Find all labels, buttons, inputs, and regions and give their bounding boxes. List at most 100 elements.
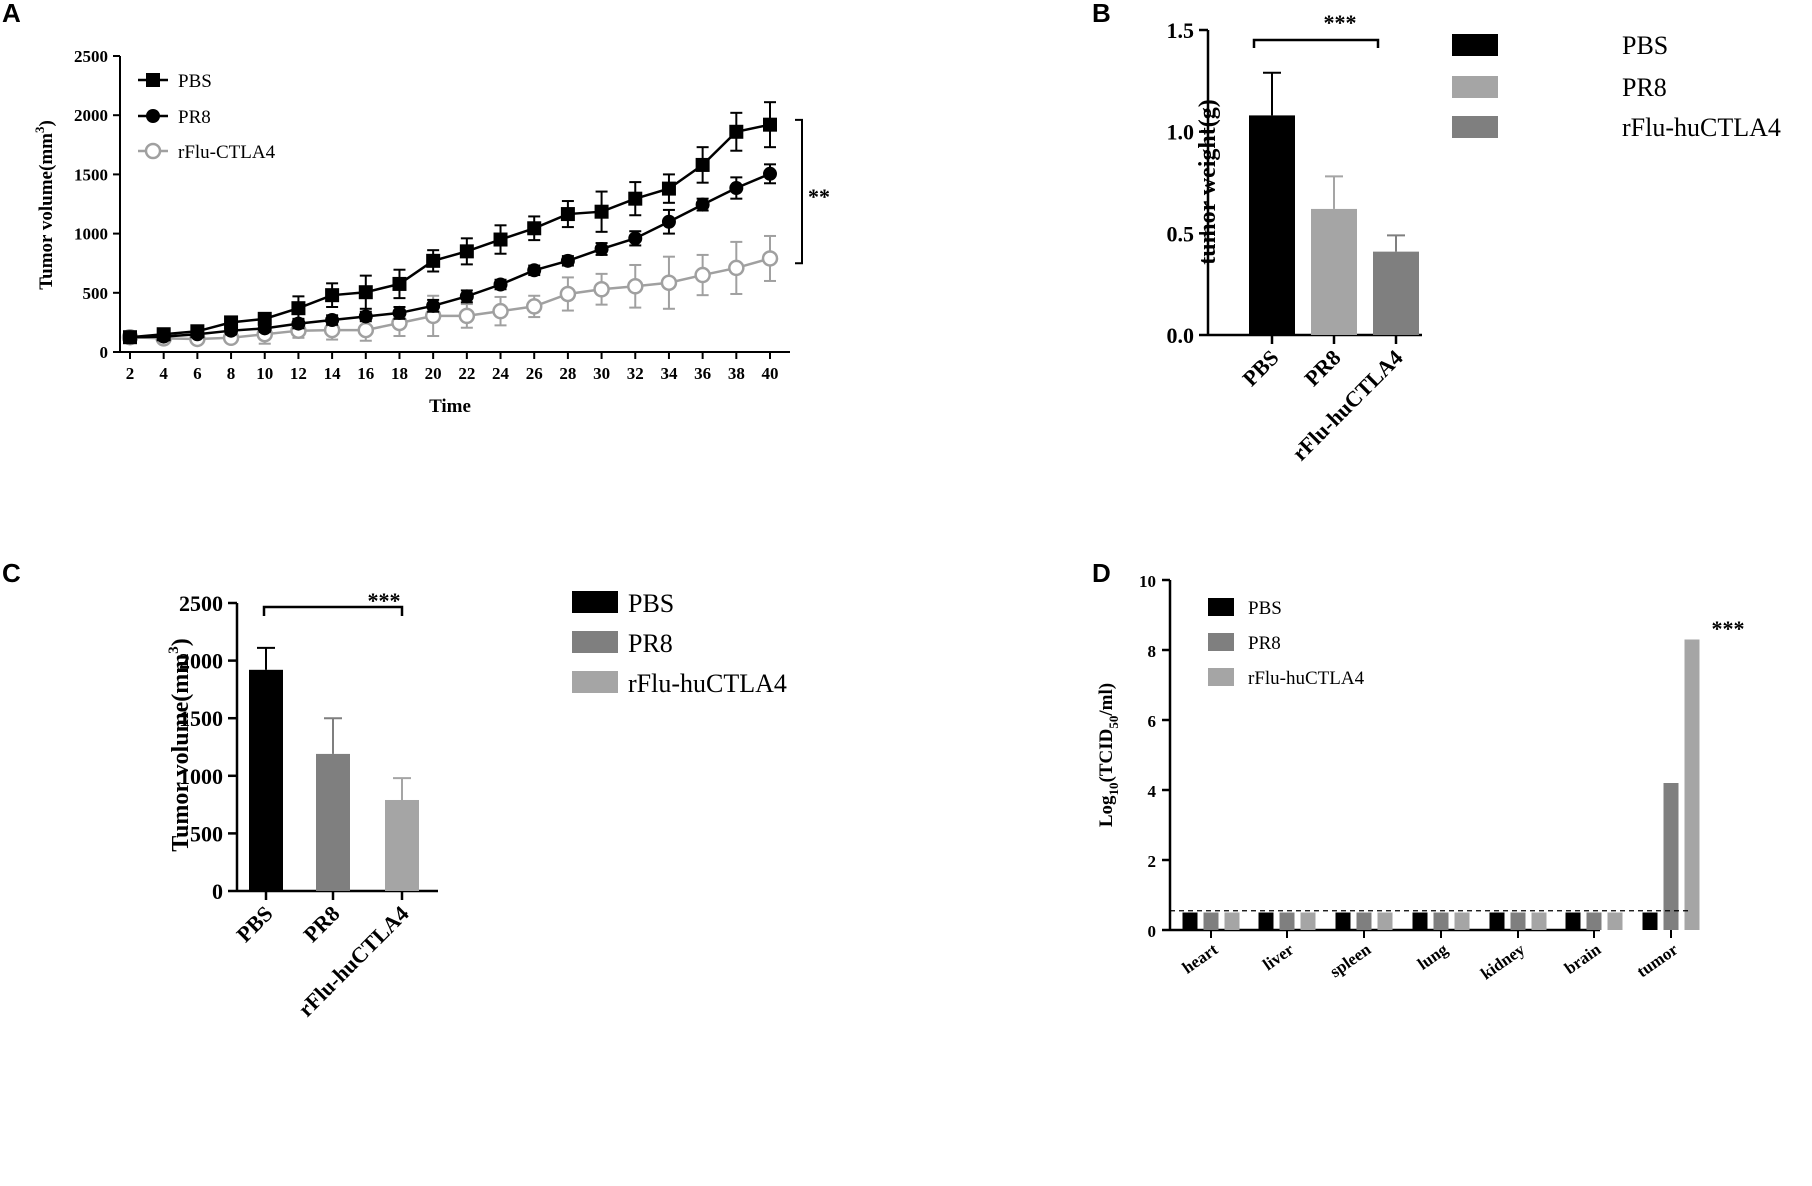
panel-a-significance-bracket — [795, 118, 803, 265]
panel-d-xtick-label-5: brain — [1561, 939, 1605, 978]
panel-b-xtick-label-0: PBS — [1237, 345, 1283, 391]
panel-a-xtick-label: 6 — [193, 364, 202, 383]
panel-c-ytick-label: 500 — [190, 821, 223, 846]
panel-a-legend-pbs: PBS — [178, 71, 212, 92]
panel-d-bar-chart: D 0 2 4 6 8 10 heart liver spleen lung kidney brain… — [1092, 558, 1745, 983]
panel-d-xtick-label-2: spleen — [1326, 939, 1374, 981]
panel-d-ytick-label: 2 — [1148, 852, 1157, 871]
panel-a-xtick-label: 34 — [660, 364, 678, 383]
panel-a-point-pbs — [729, 124, 744, 139]
panel-c-xtick-label-1: PR8 — [298, 901, 344, 947]
panel-a-point-pr8 — [358, 309, 373, 324]
panel-a-point-rflu — [458, 307, 476, 325]
panel-b-legend-pr8: PR8 — [1622, 73, 1667, 102]
panel-a-point-pr8 — [594, 241, 609, 256]
panel-a-point-pbs — [763, 117, 777, 132]
panel-d-bar-lung-0 — [1412, 912, 1428, 930]
panel-a-ytick-label: 500 — [83, 284, 109, 303]
panel-a-point-pbs — [594, 204, 609, 219]
panel-a-ytick-label: 1000 — [74, 225, 108, 244]
panel-a-point-pbs — [224, 315, 239, 330]
panel-c-ytick-label: 1500 — [179, 706, 223, 731]
panel-a-xtick-label: 28 — [559, 364, 576, 383]
panel-c-ylabel: Tumor volume(mm3) — [166, 638, 194, 852]
panel-c-legend-rflu: rFlu-huCTLA4 — [628, 669, 787, 698]
panel-c-label: C — [2, 558, 21, 588]
panel-d-bar-kidney-1 — [1510, 912, 1526, 930]
panel-b-bar-0 — [1249, 115, 1295, 336]
panel-a-xtick-label: 2 — [126, 364, 135, 383]
panel-a-point-rflu — [761, 250, 779, 267]
panel-d-ytick-label: 6 — [1148, 712, 1157, 731]
panel-a-xtick-label: 26 — [526, 364, 543, 383]
panel-d-ytick-label: 10 — [1139, 572, 1156, 591]
panel-d-bar-heart-0 — [1182, 912, 1198, 930]
panel-c-legend-pbs: PBS — [628, 589, 674, 618]
panel-a-point-pbs — [661, 181, 676, 196]
panel-a-xtick-label: 36 — [694, 364, 711, 383]
panel-a-point-rflu — [627, 278, 644, 295]
panel-d-bar-spleen-2 — [1377, 912, 1393, 930]
panel-a-xtick-label: 30 — [593, 364, 610, 383]
panel-d-bar-heart-1 — [1203, 912, 1219, 930]
panel-b-label: B — [1092, 0, 1111, 28]
panel-c-legend-swatch-2 — [572, 671, 618, 693]
panel-a-point-pr8 — [325, 313, 340, 328]
panel-d-bar-liver-2 — [1300, 912, 1316, 930]
panel-a-point-rflu — [357, 321, 375, 339]
panel-a-legend-marker-pr8 — [146, 109, 160, 123]
panel-a-point-pr8 — [763, 166, 777, 181]
panel-c-ytick-label: 1000 — [179, 764, 223, 789]
panel-d-legend-pr8: PR8 — [1248, 633, 1281, 654]
panel-a-point-pbs — [358, 285, 373, 300]
panel-a-ylabel: Tumor volume(mm3) — [32, 120, 57, 290]
panel-b-ytick-label: 0.5 — [1167, 221, 1195, 246]
panel-a-point-pr8 — [527, 263, 542, 278]
panel-d-bar-heart-2 — [1224, 912, 1240, 930]
panel-a-point-pbs — [156, 327, 171, 342]
panel-a-point-pbs — [392, 276, 407, 291]
panel-a-point-rflu — [525, 298, 543, 315]
panel-c-legend-pr8: PR8 — [628, 629, 673, 658]
panel-a-point-rflu — [660, 274, 678, 291]
panel-a-label: A — [2, 0, 21, 28]
panel-a-point-pbs — [560, 207, 575, 222]
panel-b-legend-rflu: rFlu-huCTLA4 — [1622, 113, 1781, 142]
panel-d-ytick-label: 4 — [1148, 782, 1157, 801]
panel-d-ylabel: Log10(TCID50/ml) — [1096, 683, 1121, 827]
panel-b-significance-bracket — [1252, 38, 1380, 48]
panel-c-ytick-label: 2000 — [179, 649, 223, 674]
panel-c-legend-swatch-0 — [572, 591, 618, 613]
panel-a-ytick-label: 1500 — [74, 165, 108, 184]
panel-b-legend-swatch-0 — [1452, 34, 1498, 56]
panel-a-xtick-label: 18 — [391, 364, 408, 383]
panel-a-point-rflu — [559, 285, 577, 303]
panel-d-bar-kidney-0 — [1489, 912, 1505, 930]
panel-a-xtick-label: 10 — [256, 364, 273, 383]
panel-a-point-pr8 — [426, 298, 441, 313]
panel-d-bar-liver-1 — [1279, 912, 1295, 930]
panel-a-point-pbs — [459, 244, 474, 259]
panel-d-bar-brain-1 — [1586, 912, 1602, 930]
panel-c-bar-0 — [249, 669, 283, 891]
panel-a-point-rflu — [728, 259, 745, 277]
panel-d-legend-swatch-0 — [1208, 598, 1234, 616]
panel-a-point-pbs — [426, 253, 441, 268]
panel-a-point-pbs — [493, 232, 508, 247]
panel-a-point-pbs — [527, 221, 542, 236]
panel-d-xtick-label-6: tumor — [1633, 939, 1681, 981]
panel-a-point-pr8 — [628, 231, 643, 246]
panel-d-bar-lung-1 — [1433, 912, 1449, 930]
panel-d-plot: 0 2 4 6 8 10 heart liver spleen lung kidney brain tu… — [1139, 572, 1700, 983]
panel-d-bar-tumor-2 — [1684, 639, 1700, 930]
panel-b-ytick-label: 1.5 — [1167, 18, 1195, 43]
panel-a-ytick-label: 0 — [100, 343, 109, 362]
panel-a-legend-marker-rflu — [144, 142, 162, 160]
panel-b-ylabel: tumor weight(g) — [1195, 99, 1221, 265]
panel-a-xtick-label: 22 — [458, 364, 475, 383]
panel-d-bar-lung-2 — [1454, 912, 1470, 930]
panel-d-legend-swatch-2 — [1208, 668, 1234, 686]
panel-d-xtick-label-3: lung — [1414, 939, 1452, 973]
panel-a-point-rflu — [593, 280, 610, 298]
